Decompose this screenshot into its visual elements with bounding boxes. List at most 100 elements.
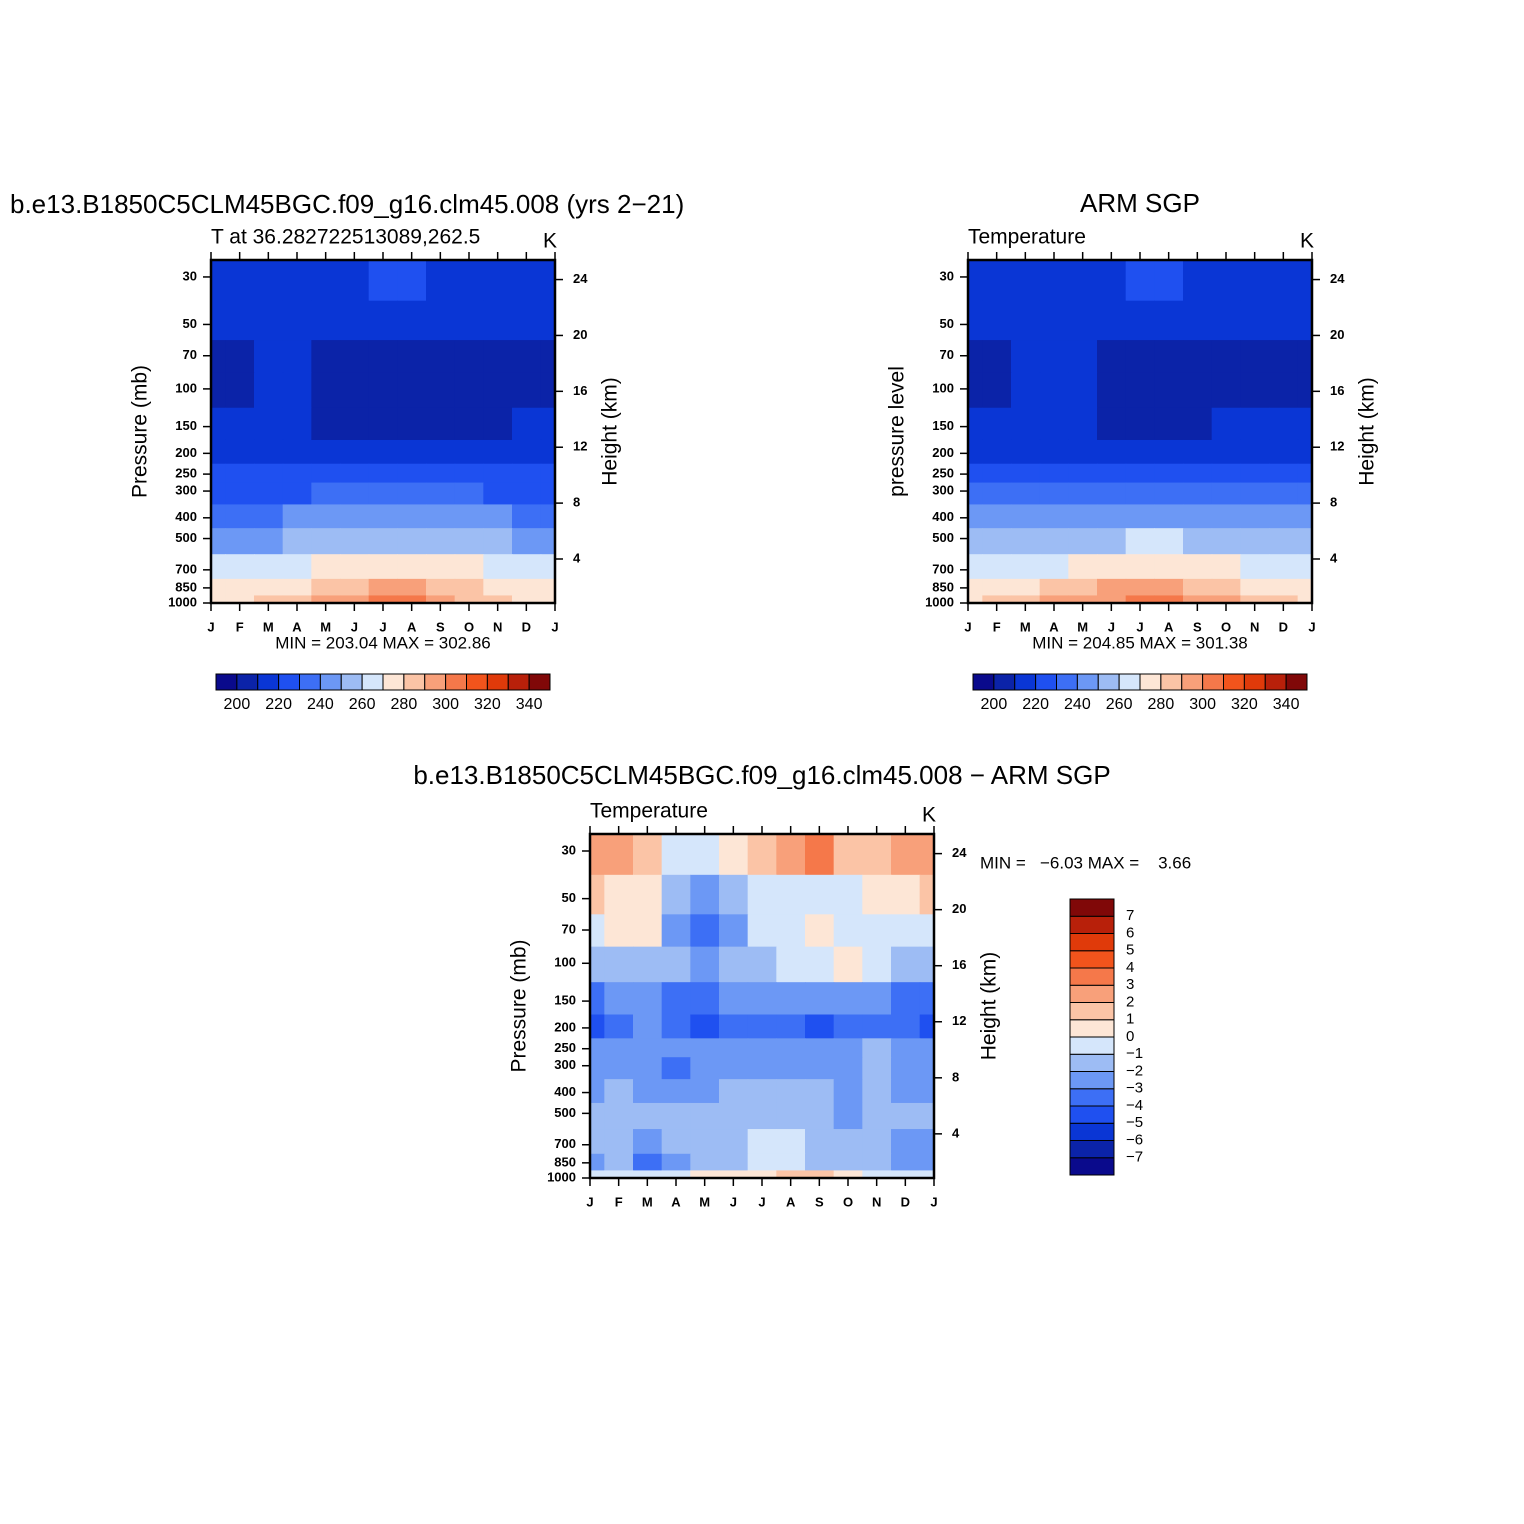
x-tick-label: J: [758, 1194, 765, 1209]
contour-cell: [633, 874, 663, 915]
contour-cell: [982, 372, 1012, 409]
contour-cell: [633, 946, 663, 983]
contour-cell: [1154, 407, 1184, 441]
y2-tick-label: 12: [573, 439, 587, 454]
colorbar-box: [1069, 1071, 1115, 1090]
contour-cell: [690, 1038, 720, 1058]
left-string: T at 36.282722513089,262.5: [211, 226, 480, 249]
colorbar-label: 240: [1064, 696, 1091, 713]
contour-cell: [540, 407, 555, 441]
x-tick-label: J: [1308, 619, 1315, 634]
contour-cell: [690, 914, 720, 948]
contour-cell: [1097, 439, 1127, 465]
colorbar-box: [1285, 673, 1308, 691]
contour-cell: [1125, 595, 1155, 603]
contour-cell: [426, 482, 456, 506]
contour-cell: [282, 463, 312, 484]
y-tick-label: 400: [932, 509, 954, 524]
contour-cell: [661, 1102, 691, 1130]
contour-cell: [1297, 463, 1312, 484]
contour-cell: [512, 482, 542, 506]
contour-cell: [1097, 372, 1127, 409]
contour-cell: [633, 1014, 663, 1039]
contour-cell: [982, 300, 1012, 341]
contour-cell: [1011, 482, 1041, 506]
contour-cell: [747, 1129, 777, 1155]
colorbar-box: [1139, 673, 1162, 691]
contour-cell: [633, 1153, 663, 1172]
y2-tick-label: 8: [952, 1069, 959, 1084]
contour-cell: [454, 439, 484, 465]
stats-label: MIN = −6.03 MAX = 3.66: [980, 853, 1191, 872]
y-tick-label: 300: [932, 482, 954, 497]
contour-cell: [454, 578, 484, 597]
contour-cell: [590, 1170, 605, 1178]
contour-cell: [397, 407, 427, 441]
contour-cell: [968, 300, 983, 341]
contour-cell: [833, 1102, 863, 1130]
contour-cell: [1154, 463, 1184, 484]
contour-cell: [340, 300, 370, 341]
y-tick-label: 500: [932, 530, 954, 545]
x-tick-label: M: [1077, 619, 1088, 634]
contour-cell: [862, 1129, 892, 1155]
contour-cell: [540, 260, 555, 302]
contour-cell: [982, 482, 1012, 506]
contour-cell: [747, 874, 777, 915]
contour-cell: [690, 1102, 720, 1130]
contour-cell: [483, 439, 513, 465]
contour-cell: [368, 260, 398, 302]
contour-cell: [633, 1129, 663, 1155]
contour-field: [968, 260, 1312, 603]
contour-cell: [747, 914, 777, 948]
contour-cell: [1011, 578, 1041, 597]
contour-cell: [254, 300, 284, 341]
contour-cell: [282, 439, 312, 465]
contour-cell: [225, 260, 255, 302]
contour-cell: [719, 1102, 749, 1130]
contour-cell: [368, 372, 398, 409]
contour-cell: [311, 407, 341, 441]
colorbar-label: −1: [1126, 1045, 1143, 1062]
y-tick-label: 100: [175, 380, 197, 395]
x-tick-label: J: [351, 619, 358, 634]
contour-cell: [1297, 439, 1312, 465]
contour-cell: [512, 578, 542, 597]
contour-cell: [633, 1038, 663, 1058]
y2-tick-label: 24: [573, 271, 588, 286]
contour-cell: [862, 1170, 892, 1178]
contour-cell: [282, 554, 312, 580]
contour-cell: [1125, 482, 1155, 506]
contour-cell: [225, 300, 255, 341]
contour-cell: [1183, 407, 1213, 441]
contour-cell: [1039, 340, 1069, 373]
contour-cell: [540, 578, 555, 597]
contour-cell: [805, 1129, 835, 1155]
contour-cell: [690, 834, 720, 876]
contour-cell: [311, 463, 341, 484]
contour-cell: [483, 300, 513, 341]
contour-cell: [426, 260, 456, 302]
contour-cell: [891, 1153, 921, 1172]
contour-cell: [311, 482, 341, 506]
contour-cell: [1011, 554, 1041, 580]
contour-cell: [426, 372, 456, 409]
y-tick-label: 100: [932, 380, 954, 395]
contour-cell: [512, 554, 542, 580]
contour-cell: [1211, 300, 1241, 341]
y-tick-label: 50: [940, 316, 954, 331]
y2-tick-label: 16: [573, 383, 587, 398]
colorbar-box: [1069, 984, 1115, 1003]
contour-cell: [1039, 504, 1069, 529]
colorbar-label: 320: [1231, 696, 1258, 713]
contour-cell: [747, 1014, 777, 1039]
contour-cell: [982, 260, 1012, 302]
contour-cell: [776, 834, 806, 876]
contour-cell: [1011, 595, 1041, 603]
contour-cell: [454, 300, 484, 341]
contour-cell: [862, 1057, 892, 1080]
contour-cell: [1240, 372, 1270, 409]
contour-cell: [1183, 504, 1213, 529]
contour-cell: [1011, 372, 1041, 409]
contour-cell: [211, 578, 226, 597]
